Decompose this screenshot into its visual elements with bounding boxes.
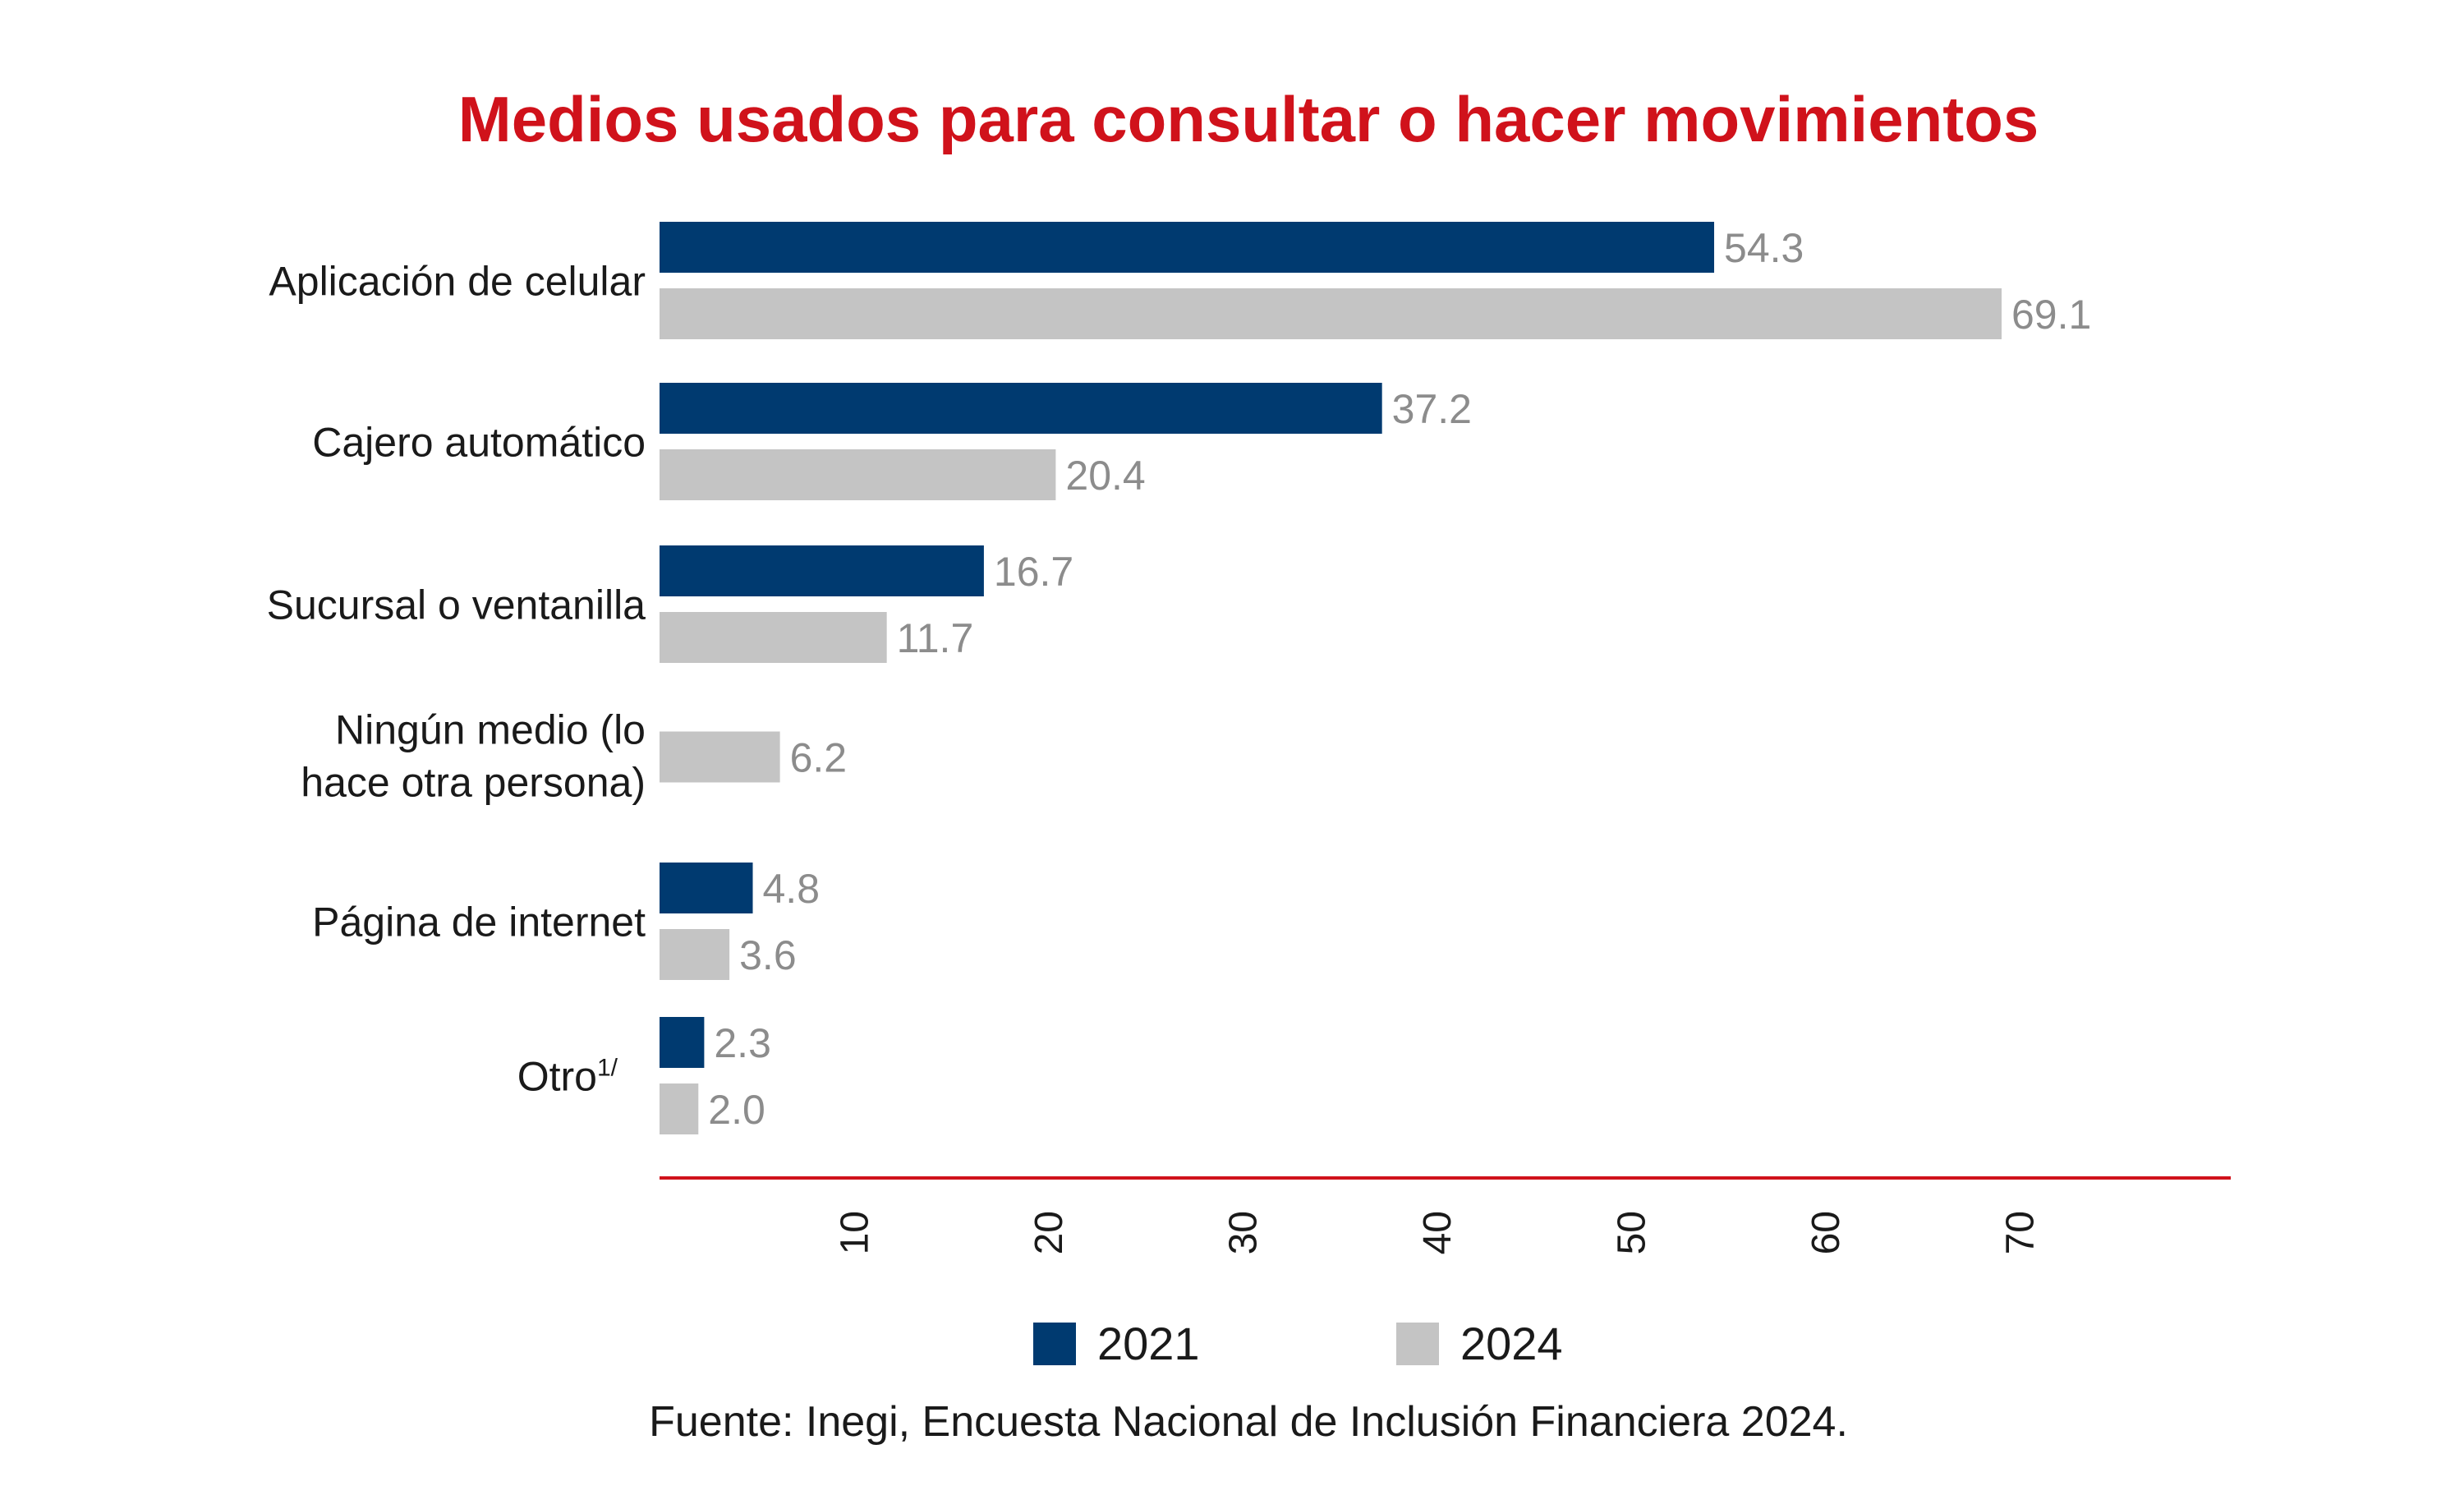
x-axis-ticks: 10 20 30 40 50 60 70: [833, 1211, 2042, 1254]
legend-swatch-2021: [1033, 1323, 1076, 1365]
legend-label-2024: 2024: [1460, 1318, 1563, 1369]
value-label-2024-4: 3.6: [739, 932, 797, 978]
category-label-0: Aplicación de celular: [269, 259, 646, 305]
category-label-4: Página de internet: [312, 899, 646, 945]
bar-2021-5: [660, 1017, 705, 1068]
legend: 2021 2024: [1033, 1318, 1563, 1369]
value-label-2024-2: 11.7: [897, 615, 974, 661]
bar-2024-4: [660, 929, 730, 980]
value-label-2024-0: 69.1: [2011, 292, 2091, 338]
bar-2024-3: [660, 731, 780, 783]
value-label-2024-1: 20.4: [1065, 453, 1145, 499]
category-label-3: Ningún medio (lo hace otra persona): [301, 707, 646, 806]
bar-2024-0: [660, 288, 2002, 339]
category-label-5: Otro1/: [517, 1054, 618, 1100]
value-label-2021-1: 37.2: [1392, 386, 1472, 432]
bars-layer: [660, 222, 2002, 1134]
value-label-2021-5: 2.3: [714, 1020, 771, 1066]
bar-2024-1: [660, 449, 1056, 500]
bar-2024-5: [660, 1083, 699, 1134]
bar-2021-4: [660, 863, 753, 913]
bar-2021-1: [660, 383, 1382, 434]
x-tick-50: 50: [1610, 1211, 1653, 1254]
value-label-2021-4: 4.8: [763, 866, 821, 912]
x-tick-10: 10: [833, 1211, 876, 1254]
bar-2024-2: [660, 612, 887, 663]
bar-2021-0: [660, 222, 1715, 273]
value-label-2024-3: 6.2: [790, 735, 848, 781]
category-label-1: Cajero automático: [312, 420, 646, 466]
legend-swatch-2024: [1396, 1323, 1439, 1365]
source-note: Fuente: Inegi, Encuesta Nacional de Incl…: [649, 1398, 1848, 1446]
x-tick-60: 60: [1804, 1211, 1848, 1254]
bar-2021-2: [660, 545, 984, 596]
value-label-2021-0: 54.3: [1724, 225, 1804, 271]
value-label-2024-5: 2.0: [708, 1087, 765, 1133]
chart-title: Medios usados para consultar o hacer mov…: [458, 83, 2039, 155]
value-labels: 54.3 69.1 37.2 20.4 16.7 11.7 6.2 4.8 3.6 2.3 2.0: [708, 225, 2091, 1133]
category-labels: Aplicación de celular Cajero automático Su…: [267, 259, 646, 1100]
x-tick-20: 20: [1027, 1211, 1071, 1254]
value-label-2021-2: 16.7: [994, 549, 1073, 595]
x-tick-70: 70: [1998, 1211, 2042, 1254]
category-label-2: Sucursal o ventanilla: [267, 582, 646, 628]
x-tick-30: 30: [1221, 1211, 1265, 1254]
x-tick-40: 40: [1416, 1211, 1460, 1254]
legend-label-2021: 2021: [1097, 1318, 1200, 1369]
